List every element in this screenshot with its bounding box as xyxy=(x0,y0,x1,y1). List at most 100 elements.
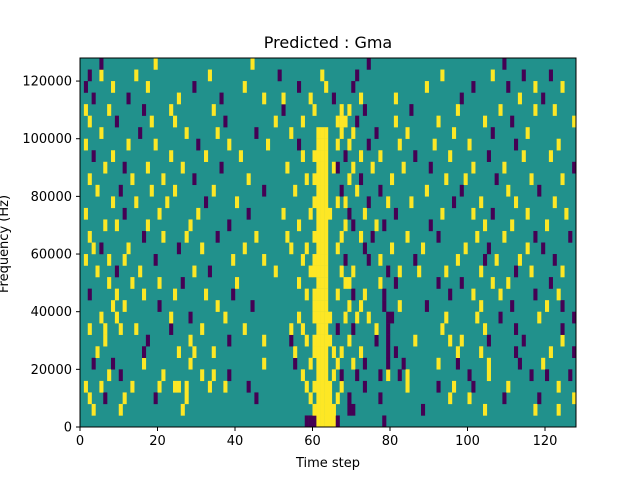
heatmap-cell xyxy=(545,369,550,382)
heatmap-cell xyxy=(242,323,247,335)
heatmap-cell xyxy=(548,277,553,289)
heatmap-cell xyxy=(111,300,116,312)
heatmap-cell xyxy=(335,242,340,255)
heatmap-cell xyxy=(316,357,321,370)
y-tick-label: 40000 xyxy=(31,305,72,320)
heatmap-cell xyxy=(215,300,220,312)
heatmap-cell xyxy=(227,138,232,151)
heatmap-cell xyxy=(188,311,193,324)
heatmap-cells xyxy=(83,58,577,428)
heatmap-cell xyxy=(448,392,453,405)
heatmap-cell xyxy=(308,415,313,428)
heatmap-cell xyxy=(246,380,251,393)
heatmap-cell xyxy=(386,357,391,370)
heatmap-cell xyxy=(227,369,232,382)
heatmap-cell xyxy=(343,277,348,289)
heatmap-cell xyxy=(436,380,441,393)
heatmap-cell xyxy=(316,230,321,243)
heatmap-cell xyxy=(308,265,313,278)
heatmap-cell xyxy=(413,334,418,347)
heatmap-cell xyxy=(246,207,251,220)
heatmap-cell xyxy=(215,127,220,139)
heatmap-cell xyxy=(366,138,371,151)
heatmap-cell xyxy=(455,254,460,266)
heatmap-cell xyxy=(339,265,344,278)
heatmap-cell xyxy=(324,173,329,186)
heatmap-cell xyxy=(378,150,383,162)
heatmap-cell xyxy=(413,254,418,266)
heatmap-cell xyxy=(316,173,321,186)
heatmap-cell xyxy=(320,230,325,243)
heatmap-cell xyxy=(87,288,92,301)
heatmap-cell xyxy=(432,138,437,151)
heatmap-cell xyxy=(320,265,325,278)
heatmap-cell xyxy=(107,369,112,382)
heatmap-cell xyxy=(386,346,391,359)
heatmap-cell xyxy=(343,219,348,232)
heatmap-cell xyxy=(122,161,127,174)
heatmap-cell xyxy=(428,161,433,174)
heatmap-cell xyxy=(153,58,158,70)
x-tick-label: 60 xyxy=(304,434,321,449)
heatmap-cell xyxy=(231,254,236,266)
heatmap-cell xyxy=(297,138,302,151)
heatmap-cell xyxy=(312,380,317,393)
heatmap-cell xyxy=(467,369,472,382)
heatmap-cell xyxy=(339,380,344,393)
heatmap-cell xyxy=(374,127,379,139)
heatmap-cell xyxy=(359,150,364,162)
heatmap-cell xyxy=(359,230,364,243)
heatmap-cell xyxy=(351,323,356,335)
heatmap-cell xyxy=(440,323,445,335)
heatmap-cell xyxy=(87,323,92,335)
heatmap-cell xyxy=(254,127,259,139)
heatmap-cell xyxy=(320,138,325,151)
heatmap-cell xyxy=(405,369,410,382)
heatmap-cell xyxy=(173,184,178,197)
heatmap-cell xyxy=(281,207,286,220)
heatmap-cell xyxy=(320,415,325,428)
heatmap-cell xyxy=(486,242,491,255)
heatmap-cell xyxy=(486,334,491,347)
heatmap-cell xyxy=(324,207,329,220)
heatmap-cell xyxy=(95,346,100,359)
heatmap-cell xyxy=(320,357,325,370)
heatmap-cell xyxy=(145,219,150,232)
heatmap-cell xyxy=(339,184,344,197)
heatmap-cell xyxy=(157,380,162,393)
heatmap-cell xyxy=(83,138,88,151)
heatmap-cell xyxy=(114,115,119,128)
heatmap-cell xyxy=(393,277,398,289)
heatmap-cell xyxy=(103,323,108,335)
heatmap-cell xyxy=(188,334,193,347)
heatmap-cell xyxy=(83,81,88,93)
heatmap-cell xyxy=(200,369,205,382)
heatmap-cell xyxy=(413,150,418,162)
heatmap-cell xyxy=(176,242,181,255)
heatmap-cell xyxy=(335,161,340,174)
heatmap-cell xyxy=(176,346,181,359)
heatmap-cell xyxy=(312,150,317,162)
heatmap-cell xyxy=(316,369,321,382)
heatmap-cell xyxy=(347,334,352,347)
heatmap-cell xyxy=(533,230,538,243)
heatmap-cell xyxy=(541,242,546,255)
heatmap-cell xyxy=(568,369,573,382)
heatmap-cell xyxy=(118,323,123,335)
heatmap-cell xyxy=(180,403,185,416)
heatmap-cell xyxy=(355,311,360,324)
heatmap-cell xyxy=(548,346,553,359)
y-tick-label: 100000 xyxy=(22,132,72,147)
heatmap-cell xyxy=(99,311,104,324)
heatmap-cell xyxy=(134,69,139,82)
heatmap-cell xyxy=(428,219,433,232)
heatmap-cell xyxy=(347,392,352,405)
heatmap-cell xyxy=(382,219,387,232)
heatmap-cell xyxy=(277,69,282,82)
heatmap-cell xyxy=(126,242,131,255)
heatmap-cell xyxy=(126,138,131,151)
heatmap-cell xyxy=(324,300,329,312)
heatmap-cell xyxy=(351,357,356,370)
heatmap-cell xyxy=(320,242,325,255)
heatmap-cell xyxy=(374,219,379,232)
